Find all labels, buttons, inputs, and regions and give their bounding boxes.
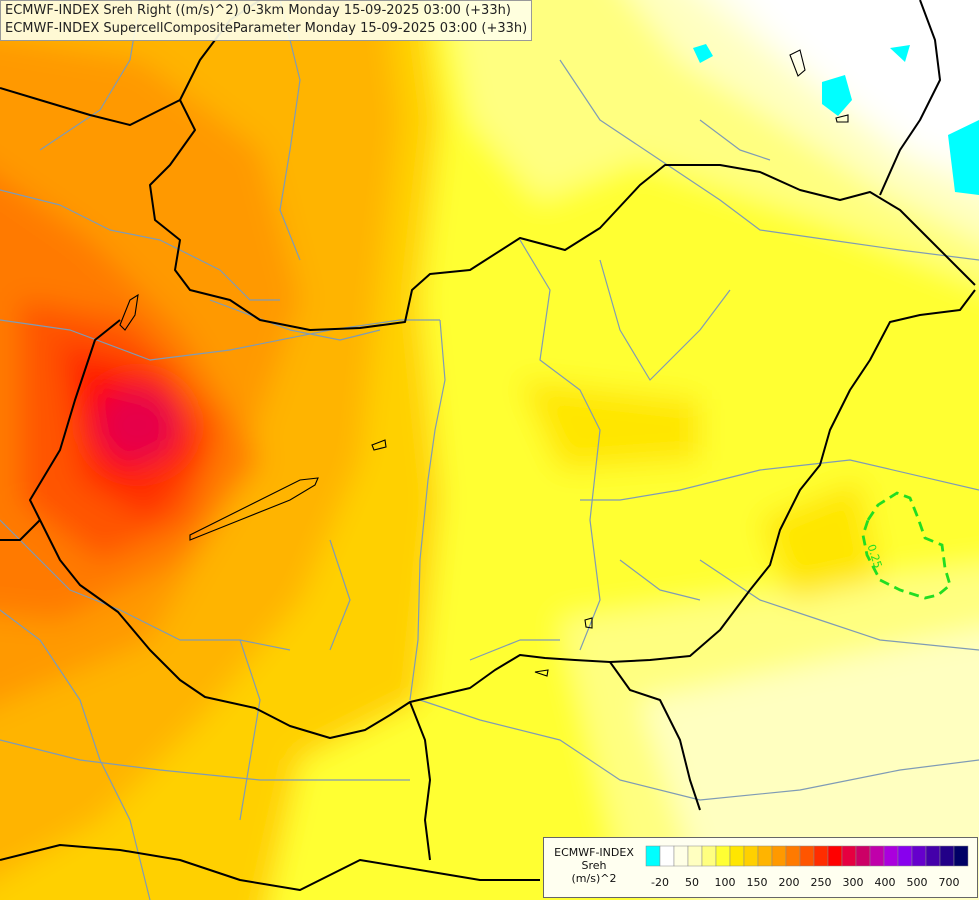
srh-title: ECMWF-INDEX Sreh Right ((m/s)^2) 0-3km M… — [5, 3, 511, 18]
legend-swatch — [883, 845, 899, 867]
legend-swatch — [757, 845, 773, 867]
legend-title-line-2: Sreh — [581, 859, 607, 872]
map-title-box: ECMWF-INDEX Sreh Right ((m/s)^2) 0-3km M… — [0, 0, 533, 41]
legend-title-line-3: (m/s)^2 — [571, 872, 617, 885]
scp-title: ECMWF-INDEX SupercellCompositeParameter … — [5, 21, 528, 36]
legend-swatch — [939, 845, 955, 867]
legend-swatch — [855, 845, 871, 867]
legend-swatch — [701, 845, 717, 867]
legend-tick-label: 100 — [714, 876, 736, 889]
legend-swatch — [813, 845, 829, 867]
legend-swatch — [897, 845, 913, 867]
legend-swatch — [925, 845, 941, 867]
legend-tick-label: 700 — [938, 876, 960, 889]
legend-tick-label: -20 — [651, 876, 669, 889]
legend-swatch — [785, 845, 801, 867]
legend-tick-label: 500 — [906, 876, 928, 889]
legend-swatch — [841, 845, 857, 867]
legend-color-bar — [645, 845, 969, 867]
legend-swatch — [771, 845, 787, 867]
legend-tick-label: 50 — [685, 876, 699, 889]
legend-swatch — [729, 845, 745, 867]
legend-swatch — [715, 845, 731, 867]
legend-swatch — [659, 845, 675, 867]
legend-tick-label: 400 — [874, 876, 896, 889]
legend-swatch — [911, 845, 927, 867]
legend-swatch — [953, 845, 969, 867]
legend-swatch — [645, 845, 661, 867]
legend-tick-label: 150 — [746, 876, 768, 889]
legend-swatch — [673, 845, 689, 867]
cyan-patches — [693, 44, 979, 195]
legend-title: ECMWF-INDEX Sreh (m/s)^2 — [548, 846, 640, 885]
legend-tick-label: 300 — [842, 876, 864, 889]
legend-swatch — [799, 845, 815, 867]
legend-swatch — [743, 845, 759, 867]
legend-tick-label: 250 — [810, 876, 832, 889]
legend-tick-labels: -20 50 100 150 200 250 300 400 500 700 — [645, 876, 970, 890]
legend-swatch — [827, 845, 843, 867]
legend-title-line-1: ECMWF-INDEX — [554, 846, 634, 859]
legend-tick-label: 200 — [778, 876, 800, 889]
color-legend: ECMWF-INDEX Sreh (m/s)^2 -20 50 100 150 … — [543, 837, 978, 898]
legend-swatch — [869, 845, 885, 867]
legend-swatch — [687, 845, 703, 867]
lake-shapes — [119, 49, 849, 677]
